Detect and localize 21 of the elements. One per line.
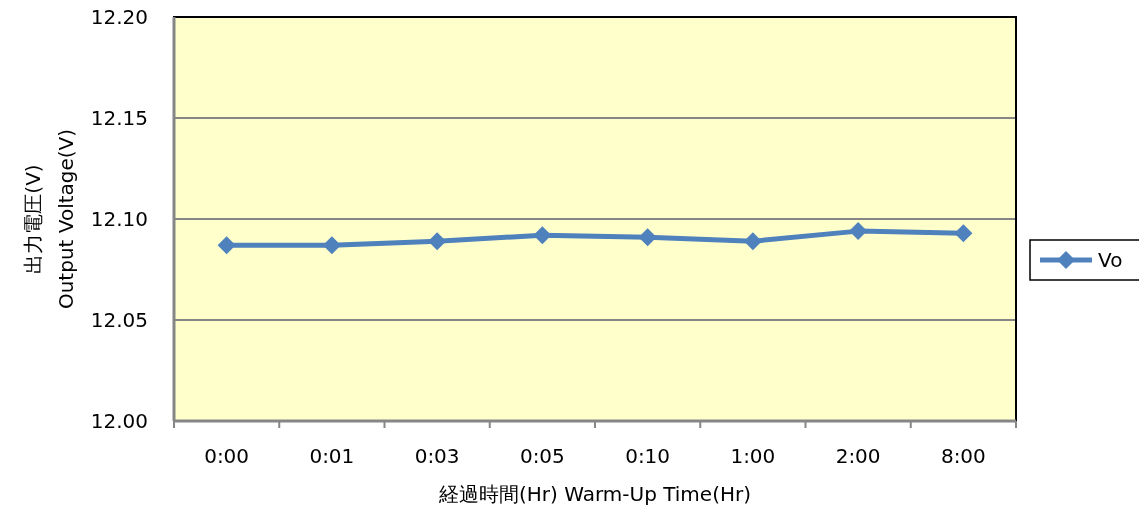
point: [638, 228, 657, 247]
point: [743, 232, 762, 251]
y-tick-label: 12.10: [90, 207, 148, 231]
x-tick-label: 8:00: [940, 444, 986, 468]
x-axis-title: 経過時間(Hr) Warm-Up Time(Hr): [437, 482, 752, 506]
y-axis-title: 出力電圧(V) Output Voltage(V): [21, 128, 78, 310]
point: [954, 224, 973, 243]
legend-label: Vo: [1098, 248, 1123, 272]
y-tick-label: 12.20: [90, 5, 148, 29]
y-tick-label: 12.05: [90, 308, 148, 332]
y-tick-label: 12.00: [90, 409, 148, 433]
x-tick-label: 0:00: [204, 444, 250, 468]
x-tick-label: 2:00: [835, 444, 881, 468]
x-tick-label: 0:10: [625, 444, 671, 468]
point: [428, 232, 447, 251]
x-tick-label: 1:00: [730, 444, 776, 468]
x-tick-label: 0:03: [414, 444, 460, 468]
y-tick-label: 12.15: [90, 106, 148, 130]
x-tick-label: 0:01: [309, 444, 355, 468]
point: [217, 236, 236, 255]
x-tick-label: 0:05: [519, 444, 565, 468]
